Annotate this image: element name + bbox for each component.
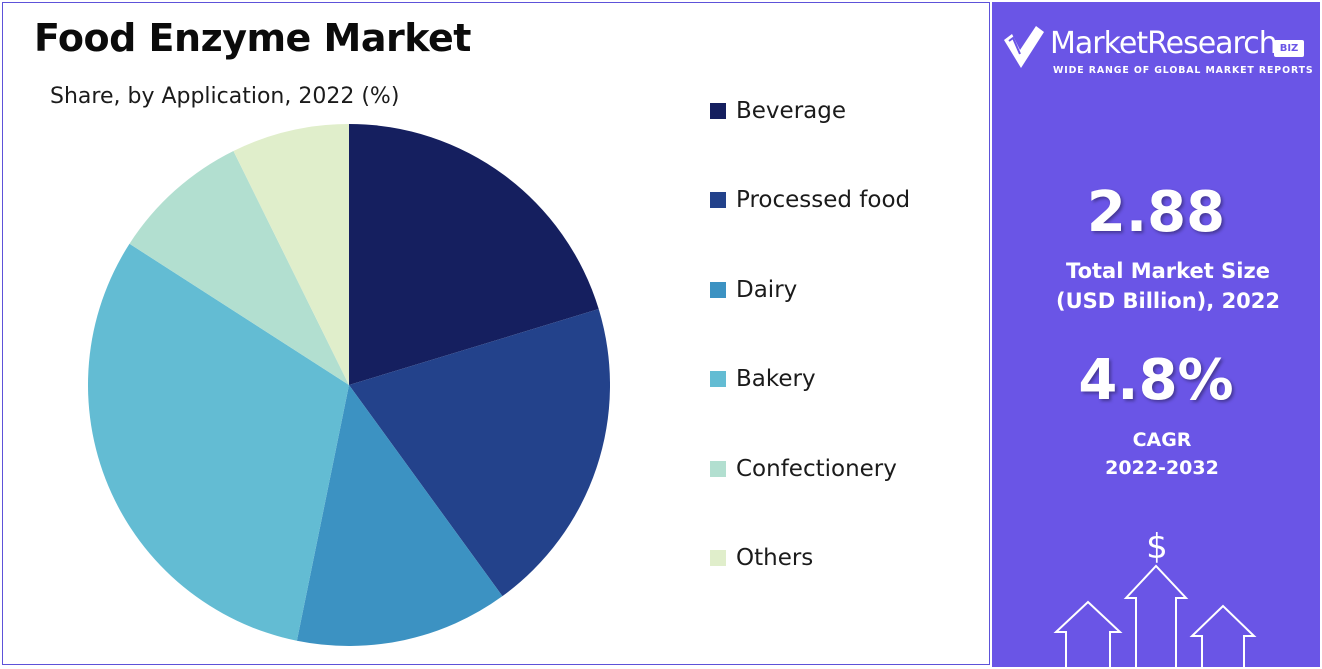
market-size-label-line2: (USD Billion), 2022 <box>1055 289 1281 313</box>
brand-badge: BIZ <box>1274 40 1304 57</box>
pie-slice-beverage <box>349 124 599 385</box>
cagr-label: CAGR <box>1132 429 1192 451</box>
brand-tagline: WIDE RANGE OF GLOBAL MARKET REPORTS <box>1053 65 1314 76</box>
legend-item-dairy: Dairy <box>710 275 910 304</box>
chart-title: Food Enzyme Market <box>34 16 471 60</box>
legend-swatch <box>710 102 726 119</box>
legend-swatch <box>710 281 726 298</box>
dollar-sign: $ <box>1146 527 1168 567</box>
legend-label: Bakery <box>736 366 816 392</box>
legend-label: Processed food <box>736 187 911 213</box>
cagr-value: 4.8% <box>1078 348 1234 413</box>
chart-legend: Beverage Processed food Dairy Bakery Con… <box>710 96 910 633</box>
legend-label: Confectionery <box>736 455 897 482</box>
growth-arrows-icon: $ <box>1053 527 1257 667</box>
legend-item-bakery: Bakery <box>710 365 910 394</box>
legend-swatch <box>710 371 726 387</box>
legend-label: Dairy <box>736 276 798 303</box>
cagr-period: 2022-2032 <box>1105 457 1219 479</box>
pie-chart <box>87 124 610 646</box>
pie-slice-confectionery <box>129 150 349 385</box>
legend-label: Others <box>736 545 814 571</box>
legend-item-confectionery: Confectionery <box>710 454 910 483</box>
brand-name: MarketResearch <box>1050 26 1278 61</box>
pie-slice-bakery <box>87 243 349 641</box>
pie-slice-others <box>233 124 349 385</box>
legend-swatch <box>710 460 726 477</box>
pie-slice-dairy <box>296 385 503 646</box>
chart-subtitle: Share, by Application, 2022 (%) <box>50 84 400 109</box>
pie-slice-processed-food <box>349 309 610 597</box>
legend-item-beverage: Beverage <box>710 96 910 125</box>
legend-swatch <box>710 192 726 208</box>
market-size-label-line1: Total Market Size <box>1066 259 1270 283</box>
brand-logo-icon <box>1004 26 1044 68</box>
legend-item-processed-food: Processed food <box>710 186 910 215</box>
stats-panel: MarketResearch BIZ WIDE RANGE OF GLOBAL … <box>992 2 1320 667</box>
legend-item-others: Others <box>710 544 910 573</box>
legend-swatch <box>710 550 726 566</box>
market-size-value: 2.88 <box>1086 180 1226 245</box>
legend-label: Beverage <box>736 97 846 124</box>
